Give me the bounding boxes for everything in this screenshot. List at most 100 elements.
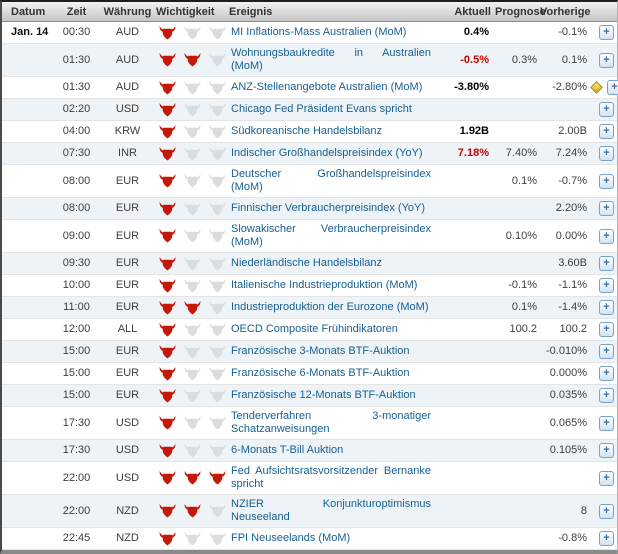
event-link[interactable]: Südkoreanische Handelsbilanz xyxy=(231,125,383,137)
bull-icon xyxy=(209,300,226,315)
previous-value xyxy=(540,98,590,121)
date-label xyxy=(2,527,54,550)
importance-cell xyxy=(156,21,229,44)
expand-event-button[interactable]: + xyxy=(607,80,618,95)
previous-value: 7.24% xyxy=(540,142,590,165)
event-cell: Französische 12-Monats BTF-Auktion xyxy=(229,384,435,407)
bull-icon xyxy=(184,201,201,216)
event-link[interactable]: Französische 6-Monats BTF-Auktion xyxy=(231,367,410,379)
event-row: 15:00 EUR Französische 12-Monats BTF-Auk… xyxy=(2,384,617,407)
currency-label: KRW xyxy=(99,120,156,143)
expand-event-button[interactable]: + xyxy=(599,531,614,546)
time-label: 11:00 xyxy=(54,296,99,319)
expand-event-button[interactable]: + xyxy=(599,503,614,519)
importance-cell xyxy=(156,494,229,528)
bull-icon xyxy=(184,416,201,430)
event-cell: Fed Aufsichtsratsvorsitzender Bernanke s… xyxy=(229,461,435,495)
event-link[interactable]: Italienische Industrieproduktion (MoM) xyxy=(231,279,418,291)
event-link[interactable]: NZIER Konjunkturoptimismus Neuseeland xyxy=(231,498,431,523)
actual-cell xyxy=(435,461,495,495)
event-link[interactable]: Deutscher Großhandelspreisindex (MoM) xyxy=(231,168,431,193)
expand-event-button[interactable]: + xyxy=(599,322,614,337)
bull-icon xyxy=(209,174,226,188)
event-link[interactable]: Fed Aufsichtsratsvorsitzender Bernanke s… xyxy=(231,465,431,490)
event-link[interactable]: Tenderverfahren 3-monatiger Schatzanweis… xyxy=(231,410,431,435)
forecast-value xyxy=(495,76,540,99)
currency-label: EUR xyxy=(99,340,156,363)
expand-event-button[interactable]: + xyxy=(599,25,614,40)
event-link[interactable]: Französische 3-Monats BTF-Auktion xyxy=(231,345,410,357)
date-label xyxy=(2,142,54,165)
forecast-value: 0.3% xyxy=(495,43,540,77)
time-label: 04:00 xyxy=(54,120,99,143)
event-row: Jan. 14 00:30 AUD MI Inflations-Mass Aus… xyxy=(2,21,617,44)
event-cell: Deutscher Großhandelspreisindex (MoM) xyxy=(229,164,435,198)
event-cell: Industrieproduktion der Eurozone (MoM) xyxy=(229,296,435,319)
event-cell: Niederländische Handelsbilanz xyxy=(229,252,435,275)
event-link[interactable]: ANZ-Stellenangebote Australien (MoM) xyxy=(231,81,423,93)
expand-event-button[interactable]: + xyxy=(599,146,614,161)
bull-icon xyxy=(209,201,226,216)
expand-event-button[interactable]: + xyxy=(599,201,614,216)
bull-icon xyxy=(184,124,201,139)
expand-event-button[interactable]: + xyxy=(599,470,614,486)
date-label xyxy=(2,120,54,143)
expand-event-button[interactable]: + xyxy=(599,415,614,431)
forecast-value xyxy=(495,527,540,550)
expand-event-button[interactable]: + xyxy=(599,173,614,189)
time-label: 00:30 xyxy=(54,21,99,44)
time-label: 22:00 xyxy=(54,494,99,528)
time-label: 22:45 xyxy=(54,527,99,550)
event-link[interactable]: FPI Neuseelands (MoM) xyxy=(231,532,351,544)
time-label: 15:00 xyxy=(54,362,99,385)
action-cell: + xyxy=(590,296,617,319)
expand-event-button[interactable]: + xyxy=(599,256,614,271)
action-cell: + xyxy=(590,219,617,253)
event-row: 17:30 USD Tenderverfahren 3-monatiger Sc… xyxy=(2,406,617,440)
event-link[interactable]: MI Inflations-Mass Australien (MoM) xyxy=(231,26,407,38)
event-row: 11:00 EUR Industrieproduktion der Eurozo… xyxy=(2,296,617,319)
event-link[interactable]: Niederländische Handelsbilanz xyxy=(231,257,383,269)
bull-icon xyxy=(184,388,201,403)
actual-value: -3.80% xyxy=(454,81,489,93)
time-label: 22:00 xyxy=(54,461,99,495)
previous-value: 0.035% xyxy=(540,384,590,407)
event-link[interactable]: Finnischer Verbraucherpreisindex (YoY) xyxy=(231,202,426,214)
expand-event-button[interactable]: + xyxy=(599,278,614,293)
date-label xyxy=(2,252,54,275)
expand-event-button[interactable]: + xyxy=(599,102,614,117)
expand-event-button[interactable]: + xyxy=(599,443,614,458)
time-label: 01:30 xyxy=(54,43,99,77)
action-cell: + xyxy=(590,362,617,385)
event-link[interactable]: Slowakischer Verbraucherpreisindex (MoM) xyxy=(231,223,431,248)
previous-value: 0.00% xyxy=(540,219,590,253)
previous-value: -0.7% xyxy=(540,164,590,198)
date-label xyxy=(2,197,54,220)
expand-event-button[interactable]: + xyxy=(599,228,614,244)
bull-icon xyxy=(209,25,226,40)
bull-icon xyxy=(184,366,201,381)
event-link[interactable]: Indischer Großhandelspreisindex (YoY) xyxy=(231,147,423,159)
event-link[interactable]: Industrieproduktion der Eurozone (MoM) xyxy=(231,301,429,313)
event-link[interactable]: Französische 12-Monats BTF-Auktion xyxy=(231,389,416,401)
previous-value: 0.000% xyxy=(540,362,590,385)
event-link[interactable]: 6-Monats T-Bill Auktion xyxy=(231,444,344,456)
expand-event-button[interactable]: + xyxy=(599,124,614,139)
expand-event-button[interactable]: + xyxy=(599,388,614,403)
expand-event-button[interactable]: + xyxy=(599,366,614,381)
event-link[interactable]: Wohnungsbaukredite in Australien (MoM) xyxy=(231,47,431,72)
action-cell: + xyxy=(590,120,617,143)
actual-cell xyxy=(435,164,495,198)
event-link[interactable]: Chicago Fed Präsident Evans spricht xyxy=(231,103,412,115)
expand-event-button[interactable]: + xyxy=(599,300,614,315)
bull-icon xyxy=(159,322,176,337)
currency-label: AUD xyxy=(99,43,156,77)
event-link[interactable]: OECD Composite Frühindikatoren xyxy=(231,323,398,335)
event-row: 15:00 EUR Französische 6-Monats BTF-Aukt… xyxy=(2,362,617,385)
action-cell: + xyxy=(590,197,617,220)
previous-value: 0.105% xyxy=(540,439,590,462)
bull-icon xyxy=(184,504,201,518)
expand-event-button[interactable]: + xyxy=(599,344,614,359)
expand-event-button[interactable]: + xyxy=(599,52,614,68)
previous-value: -1.4% xyxy=(540,296,590,319)
